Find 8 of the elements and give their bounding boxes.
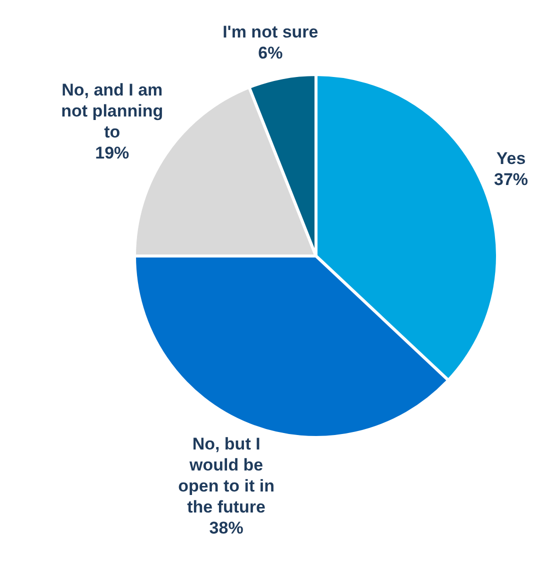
slice-label: Yes	[496, 149, 526, 168]
data-label: 19%	[95, 144, 130, 163]
slice-label: I'm not sure	[222, 22, 318, 42]
slice-label: No, and I am not planning to	[61, 80, 164, 142]
slice-label: No, but I would be open to it in the future	[178, 434, 274, 516]
data-label: 38%	[209, 518, 244, 538]
data-label: 6%	[258, 44, 283, 63]
data-label: 37%	[494, 170, 528, 190]
